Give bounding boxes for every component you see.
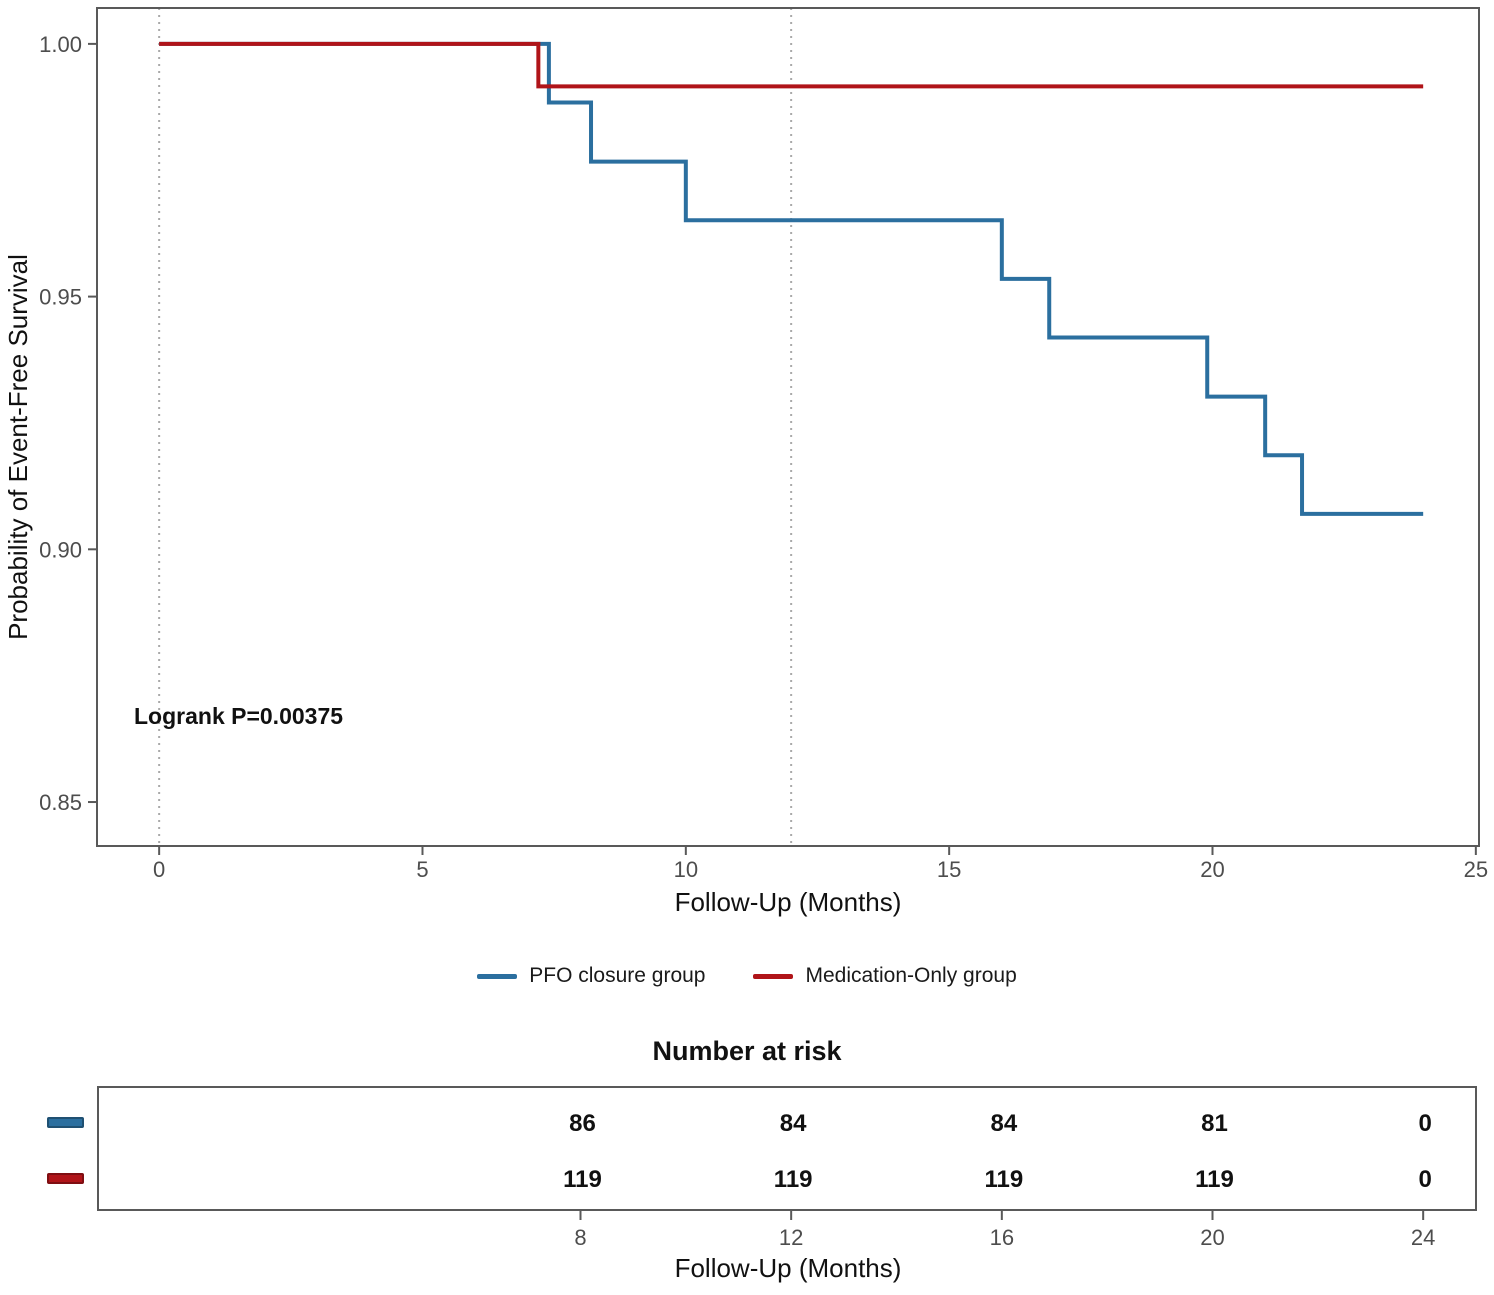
km-curve-medication-only (159, 41, 1424, 89)
risk-table-axis: 8 12 16 20 24 (574, 1211, 1435, 1250)
y-tick-label: 0.85 (39, 790, 82, 815)
risk-count: 119 (1195, 1166, 1234, 1193)
y-tick-label: 0.90 (39, 537, 82, 562)
risk-table-title: Number at risk (652, 1036, 842, 1066)
logrank-annotation: Logrank P=0.00375 (134, 703, 343, 729)
legend: PFO closure group Medication-Only group (0, 964, 1494, 988)
y-axis-ticks: 1.00 0.95 0.90 0.85 (39, 32, 97, 815)
risk-row-swatch-blue (47, 1117, 84, 1128)
risk-count: 84 (990, 1110, 1018, 1137)
y-tick-label: 0.95 (39, 285, 82, 310)
x-tick-label: 0 (153, 857, 165, 882)
risk-count: 119 (984, 1166, 1024, 1193)
legend-label-pfo-closure: PFO closure group (529, 964, 706, 987)
legend-line-swatch-blue (477, 973, 518, 979)
risk-table: 86 84 84 81 0 119 119 119 119 0 (97, 1086, 1477, 1211)
x-axis-ticks: 0 5 10 15 20 25 (153, 846, 1488, 882)
legend-item-medication-only: Medication-Only group (753, 964, 1017, 988)
km-curve-pfo-closure (159, 41, 1424, 516)
risk-row-swatch-red (47, 1173, 84, 1184)
x-axis-title: Follow-Up (Months) (675, 887, 902, 917)
risk-count: 81 (1201, 1110, 1228, 1137)
risk-count: 119 (773, 1166, 813, 1193)
legend-item-pfo-closure: PFO closure group (477, 964, 705, 988)
risk-count: 84 (779, 1110, 807, 1137)
y-axis-title: Probability of Event-Free Survival (3, 254, 33, 640)
plot-panel-border (96, 7, 1480, 847)
risk-count: 0 (1418, 1110, 1432, 1137)
risk-axis-tick-label: 16 (990, 1225, 1014, 1250)
risk-axis-tick-label: 12 (779, 1225, 803, 1250)
risk-axis-tick-label: 8 (574, 1225, 586, 1250)
risk-count: 86 (569, 1110, 596, 1137)
y-tick-label: 1.00 (39, 32, 82, 57)
x-tick-label: 25 (1464, 857, 1488, 882)
legend-label-medication-only: Medication-Only group (805, 964, 1017, 987)
x-tick-label: 10 (674, 857, 698, 882)
risk-x-axis-title: Follow-Up (Months) (675, 1253, 902, 1283)
risk-axis-tick-label: 24 (1411, 1225, 1435, 1250)
legend-line-swatch-red (753, 973, 794, 979)
x-tick-label: 20 (1200, 857, 1224, 882)
risk-axis-tick-label: 20 (1200, 1225, 1224, 1250)
km-step-curves (159, 41, 1424, 516)
x-tick-label: 15 (937, 857, 961, 882)
risk-count: 119 (563, 1166, 602, 1193)
x-tick-label: 5 (416, 857, 428, 882)
risk-count: 0 (1418, 1166, 1432, 1193)
